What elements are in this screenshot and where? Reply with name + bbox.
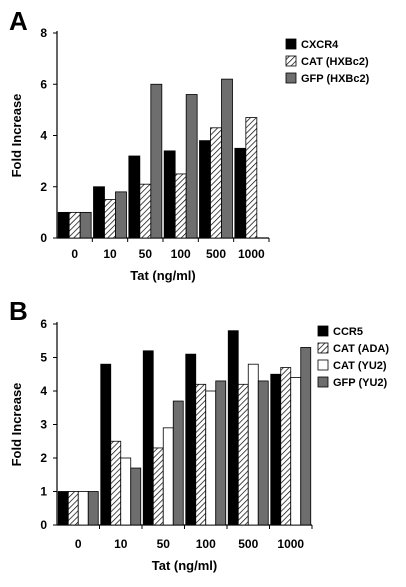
bar — [245, 117, 258, 239]
legend-label: GFP (YU2) — [333, 377, 388, 389]
bar — [199, 140, 211, 239]
x-axis-title: Tat (ng/ml) — [152, 558, 217, 573]
legend-label: CAT (YU2) — [333, 360, 387, 372]
y-tick-label: 0 — [40, 518, 47, 532]
bar — [87, 491, 99, 526]
x-tick-label: 1000 — [277, 537, 304, 551]
bar — [185, 353, 197, 526]
legend-swatch — [317, 342, 329, 354]
x-axis-title: Tat (ng/ml) — [130, 268, 195, 283]
bar — [139, 183, 152, 239]
x-tick-label: 10 — [103, 247, 117, 261]
bar — [68, 211, 81, 239]
legend-swatch — [317, 359, 329, 371]
bar — [93, 186, 105, 239]
x-tick-label: 10 — [114, 537, 128, 551]
legend-label: CAT (ADA) — [333, 343, 389, 355]
legend-swatch — [317, 325, 329, 337]
panel-b-letter: B — [9, 296, 28, 326]
chart-panel-a: 0 2 4 6 8 0 10 50 100 500 1000 Tat (ng/ml) Fold Incr… — [9, 26, 370, 283]
legend-label: CXCR4 — [301, 39, 339, 51]
bar — [172, 400, 184, 526]
bar — [174, 173, 187, 239]
legend-swatch — [285, 55, 297, 67]
bar — [270, 373, 282, 526]
bar — [247, 363, 259, 526]
y-tick-label: 4 — [40, 129, 47, 143]
y-tick-label: 6 — [40, 77, 47, 91]
bar — [150, 83, 163, 239]
bar — [195, 383, 207, 526]
bar — [104, 199, 116, 239]
bar — [210, 127, 222, 239]
bar — [300, 347, 312, 526]
x-tick-label: 100 — [196, 537, 216, 551]
bar — [128, 155, 141, 239]
bar — [234, 147, 247, 239]
legend-label: CCR5 — [333, 326, 363, 338]
y-tick-label: 2 — [40, 451, 47, 465]
y-axis-title: Fold Increase — [9, 94, 24, 178]
bar — [77, 491, 89, 526]
legend-swatch — [317, 376, 329, 388]
legend-swatch — [285, 38, 297, 50]
y-tick-label: 2 — [40, 180, 47, 194]
bar — [115, 191, 127, 239]
bar — [79, 211, 92, 239]
bar — [205, 390, 217, 526]
x-tick-label: 100 — [171, 247, 191, 261]
legend-swatch — [285, 72, 297, 84]
bar — [57, 491, 69, 526]
bar — [142, 350, 154, 526]
bar — [57, 211, 70, 239]
x-tick-label: 0 — [75, 537, 82, 551]
chart-panel-b: 0 1 2 3 4 5 6 0 10 50 100 500 1000 Tat (ng/ml) Fold In… — [9, 317, 389, 573]
y-axis-title: Fold Increase — [9, 383, 24, 467]
x-tick-label: 50 — [139, 247, 153, 261]
bar — [67, 491, 79, 526]
bar — [257, 380, 269, 526]
x-tick-label: 1000 — [238, 247, 265, 261]
bar — [100, 363, 112, 526]
bar — [120, 457, 132, 526]
y-tick-label: 5 — [40, 351, 47, 365]
y-tick-label: 8 — [40, 26, 47, 40]
bar — [227, 330, 239, 526]
panel-a-letter: A — [9, 6, 28, 36]
bar — [237, 383, 249, 526]
bar — [215, 380, 227, 526]
bar — [221, 78, 233, 239]
y-tick-label: 3 — [40, 418, 47, 432]
bar — [162, 427, 174, 526]
bar — [290, 377, 302, 526]
bar — [152, 447, 164, 526]
x-tick-label: 0 — [71, 247, 78, 261]
x-tick-label: 50 — [157, 537, 171, 551]
bar — [185, 94, 198, 239]
y-tick-label: 0 — [40, 231, 47, 245]
bar — [130, 467, 142, 526]
bar — [280, 367, 292, 526]
bar — [163, 150, 176, 239]
y-tick-label: 4 — [40, 384, 47, 398]
legend-label: CAT (HXBc2) — [301, 56, 369, 68]
legend-label: GFP (HXBc2) — [301, 73, 370, 85]
y-tick-label: 6 — [40, 317, 47, 331]
bar — [110, 440, 122, 526]
y-tick-label: 1 — [40, 485, 47, 499]
x-tick-label: 500 — [206, 247, 226, 261]
x-tick-label: 500 — [238, 537, 258, 551]
